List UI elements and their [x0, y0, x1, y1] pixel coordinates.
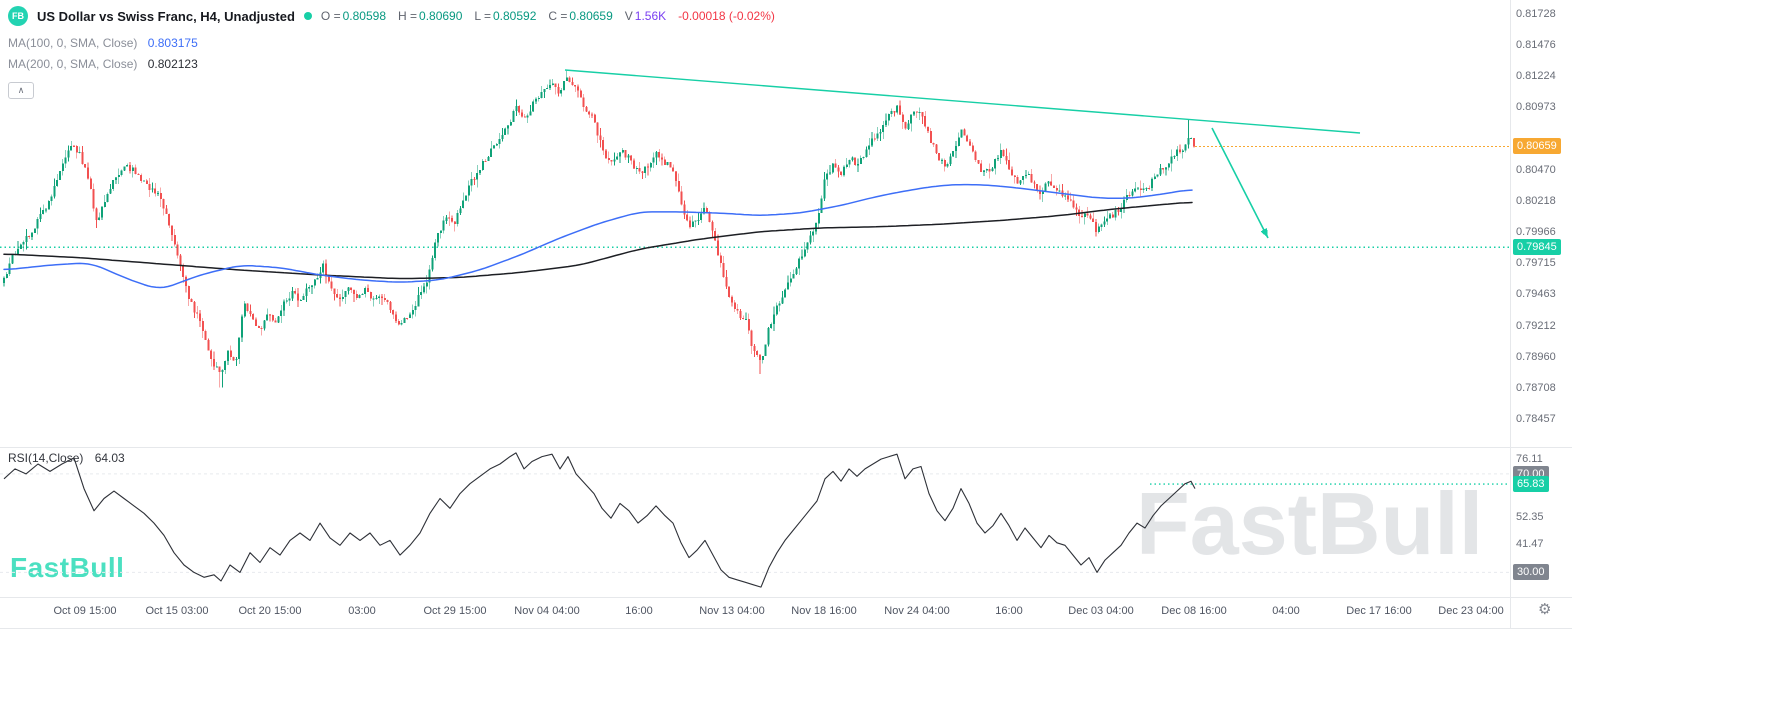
- low-value: L = 0.80592: [474, 9, 537, 23]
- rsi-tick: 41.47: [1516, 538, 1544, 550]
- time-tick: 16:00: [625, 605, 653, 617]
- time-tick: Oct 15 03:00: [145, 605, 209, 617]
- price-tick: 0.81224: [1516, 70, 1556, 82]
- close-value: C = 0.80659: [548, 9, 613, 23]
- price-tick: 0.78457: [1516, 413, 1556, 425]
- market-status-dot: [303, 12, 312, 20]
- alert-price-badge: 0.79845: [1513, 239, 1561, 255]
- price-tick: 0.79463: [1516, 288, 1556, 300]
- rsi-label: RSI(14,Close): [8, 451, 84, 465]
- price-chart-canvas[interactable]: [0, 0, 1510, 447]
- time-tick: Nov 04 04:00: [514, 605, 580, 617]
- high-value: H = 0.80690: [398, 9, 463, 23]
- fastbull-logo: FastBull: [10, 552, 125, 583]
- open-value: O = 0.80598: [320, 9, 386, 23]
- price-tick: 0.80470: [1516, 164, 1556, 176]
- rsi-chart-canvas[interactable]: [0, 448, 1510, 597]
- price-axis-divider: [1510, 0, 1511, 628]
- price-axis[interactable]: 0.81728 0.81476 0.81224 0.80973 0.80470 0.802…: [1512, 0, 1574, 628]
- chevron-up-icon: ∧: [17, 85, 25, 95]
- price-tick: 0.79966: [1516, 226, 1556, 238]
- time-tick: Dec 08 16:00: [1161, 605, 1227, 617]
- ma200-label: MA(200, 0, SMA, Close): [8, 57, 138, 71]
- time-tick: 03:00: [348, 605, 376, 617]
- pane-divider[interactable]: [0, 447, 1572, 448]
- fastbull-watermark: FastBull: [1136, 474, 1484, 573]
- rsi-lower-badge: 30.00: [1513, 564, 1549, 580]
- rsi-level-badge: 65.83: [1513, 476, 1549, 492]
- price-tick: 0.80218: [1516, 195, 1556, 207]
- chart-legend: FB US Dollar vs Swiss Franc, H4, Unadjus…: [8, 6, 775, 26]
- ma200-value: 0.802123: [147, 57, 198, 71]
- ma200-legend[interactable]: MA(200, 0, SMA, Close) 0.802123: [8, 57, 198, 71]
- symbol-title[interactable]: US Dollar vs Swiss Franc, H4, Unadjusted: [37, 8, 295, 24]
- time-tick: Oct 29 15:00: [423, 605, 487, 617]
- price-tick: 0.80973: [1516, 101, 1556, 113]
- price-tick: 0.81728: [1516, 8, 1556, 20]
- price-tick: 0.79212: [1516, 320, 1556, 332]
- ma100-legend[interactable]: MA(100, 0, SMA, Close) 0.803175: [8, 36, 198, 50]
- chart-bottom-edge: [0, 628, 1572, 629]
- price-tick: 0.78960: [1516, 351, 1556, 363]
- time-tick: Nov 13 04:00: [699, 605, 765, 617]
- fastbull-badge-icon: FB: [8, 6, 28, 26]
- time-axis[interactable]: Oct 09 15:00 Oct 15 03:00 Oct 20 15:00 03:0…: [0, 598, 1510, 628]
- time-tick: Dec 23 04:00: [1438, 605, 1504, 617]
- time-tick: Oct 09 15:00: [53, 605, 117, 617]
- time-tick: 16:00: [995, 605, 1023, 617]
- time-tick: Nov 24 04:00: [884, 605, 950, 617]
- time-tick: Dec 03 04:00: [1068, 605, 1134, 617]
- time-tick: Nov 18 16:00: [791, 605, 857, 617]
- rsi-value: 64.03: [94, 451, 125, 465]
- volume-value: V 1.56K: [624, 9, 667, 23]
- time-axis-divider: [0, 597, 1572, 598]
- collapse-legend-button[interactable]: ∧: [8, 82, 34, 99]
- settings-gear-icon[interactable]: ⚙: [1538, 601, 1552, 618]
- ma100-label: MA(100, 0, SMA, Close): [8, 36, 138, 50]
- price-tick: 0.81476: [1516, 39, 1556, 51]
- rsi-tick: 52.35: [1516, 511, 1544, 523]
- time-tick: Dec 17 16:00: [1346, 605, 1412, 617]
- ma100-value: 0.803175: [147, 36, 198, 50]
- rsi-tick: 76.11: [1516, 453, 1543, 465]
- time-tick: 04:00: [1272, 605, 1300, 617]
- price-change: -0.00018 (-0.02%): [678, 9, 775, 23]
- current-price-badge: 0.80659: [1513, 138, 1561, 154]
- time-tick: Oct 20 15:00: [238, 605, 302, 617]
- rsi-legend[interactable]: RSI(14,Close) 64.03: [8, 451, 125, 465]
- price-tick: 0.78708: [1516, 382, 1556, 394]
- price-tick: 0.79715: [1516, 257, 1556, 269]
